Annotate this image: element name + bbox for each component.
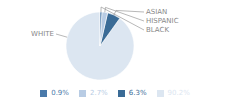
svg-text:HISPANIC: HISPANIC: [146, 17, 179, 25]
svg-text:BLACK: BLACK: [146, 26, 169, 34]
html-text:90.2%: 90.2%: [167, 89, 190, 97]
svg-text:ASIAN: ASIAN: [146, 8, 167, 16]
svg-text:WHITE: WHITE: [31, 30, 54, 38]
html-text:6.3%: 6.3%: [128, 89, 147, 97]
html-text:2.7%: 2.7%: [90, 89, 108, 97]
html-text:0.9%: 0.9%: [51, 89, 69, 97]
